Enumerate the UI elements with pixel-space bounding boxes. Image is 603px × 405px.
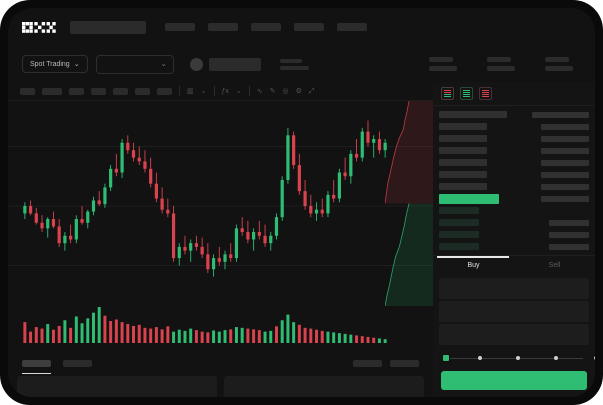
timeframe-button-1w[interactable]: [157, 87, 172, 95]
orderbook-mode-asks-icon[interactable]: [479, 87, 492, 100]
order-form: [433, 274, 595, 345]
tab-buy[interactable]: Buy: [467, 262, 480, 269]
tab-action-1[interactable]: [353, 359, 382, 367]
orderbook-mode-both-icon[interactable]: [441, 87, 454, 100]
chart-toolbar: ▥ ⌄ ƒx ⌄ ∿ ✎ ◎ ⚙ ⤢: [8, 82, 433, 101]
info-card-left[interactable]: [17, 376, 217, 397]
pencil-icon[interactable]: ✎: [269, 87, 276, 95]
place-order-button[interactable]: [441, 371, 587, 390]
app-header: [8, 8, 595, 46]
orderbook-ask-row[interactable]: [439, 146, 589, 155]
nav-item-trade[interactable]: [208, 23, 238, 31]
orderbook-column-headers: [439, 110, 589, 119]
toolbar-divider: [179, 86, 180, 96]
tab-action-2[interactable]: [390, 359, 419, 367]
pair-select-dropdown[interactable]: ⌄: [95, 54, 174, 74]
tab-open-orders[interactable]: [22, 357, 51, 374]
tab-sell[interactable]: Sell: [548, 262, 561, 269]
search-input[interactable]: [70, 20, 146, 34]
magnet-icon[interactable]: ◎: [282, 87, 289, 95]
okx-logo-icon: [22, 21, 56, 33]
toolbar-divider-3: [248, 86, 250, 96]
chevron-down-icon: ⌄: [160, 61, 167, 68]
stat-24h-low: [487, 57, 515, 71]
orderbook-ask-row[interactable]: [439, 158, 589, 167]
amount-percent-slider[interactable]: [442, 354, 595, 364]
spot-trading-label: Spot Trading: [30, 60, 70, 68]
candlestick-chart[interactable]: [8, 101, 433, 306]
buy-sell-tabs: Buy Sell: [433, 255, 595, 274]
orderbook-spread-row: [439, 193, 589, 204]
sub-header: Spot Trading ⌄ ⌄: [8, 46, 595, 82]
nav-item-earn[interactable]: [294, 23, 324, 31]
chart-panel[interactable]: [8, 101, 433, 356]
orderbook-ask-row[interactable]: [439, 182, 589, 191]
timeframe-button-4h[interactable]: [113, 87, 128, 95]
orderbook-ask-row[interactable]: [439, 134, 589, 143]
settings-gear-icon[interactable]: ⚙: [295, 87, 302, 95]
timeframe-button-15m[interactable]: [69, 87, 84, 95]
depth-chart-overlay: [385, 101, 433, 306]
bottom-tabs: [8, 353, 433, 374]
timeframe-button-1m[interactable]: [20, 87, 35, 95]
indicators-icon[interactable]: ƒx: [221, 87, 229, 95]
ticker-change: [279, 58, 309, 70]
ticker-price: [208, 57, 261, 71]
orderbook-mode-bids-icon[interactable]: [460, 87, 473, 100]
ticker-block: [189, 57, 309, 71]
nav-item-derivatives[interactable]: [251, 23, 281, 31]
stat-24h-volume: [545, 57, 573, 71]
volume-bar-chart: [23, 307, 387, 343]
slider-handle[interactable]: [442, 354, 450, 362]
order-total-input[interactable]: [439, 324, 589, 345]
orderbook-ask-row[interactable]: [439, 122, 589, 131]
orderbook-bid-row[interactable]: [439, 230, 589, 239]
timeframe-button-1d[interactable]: [135, 87, 150, 95]
nav-item-markets[interactable]: [165, 23, 195, 31]
order-amount-input[interactable]: [439, 301, 589, 322]
orderbook-bid-row[interactable]: [439, 242, 589, 251]
active-tab-underline: [437, 256, 509, 258]
coin-avatar-icon: [189, 57, 203, 71]
okx-logo[interactable]: [22, 21, 56, 33]
screen: Spot Trading ⌄ ⌄: [8, 8, 595, 397]
orderbook-view-modes: [433, 82, 595, 106]
order-price-input[interactable]: [439, 278, 589, 299]
right-panel: Buy Sell: [433, 82, 595, 397]
active-tab-underline: [22, 373, 51, 374]
nav-item-more[interactable]: [337, 23, 367, 31]
slider-track[interactable]: [445, 358, 583, 359]
slider-stop-75[interactable]: [554, 355, 558, 360]
orderbook-rows[interactable]: [433, 106, 595, 251]
slider-stop-100[interactable]: [594, 355, 595, 360]
toolbar-divider-2: [213, 86, 215, 96]
orderbook-bid-row[interactable]: [439, 206, 589, 215]
slider-stop-25[interactable]: [478, 355, 482, 360]
stat-24h-high: [429, 57, 457, 71]
bottom-cards: [8, 376, 433, 397]
timeframe-button-5m[interactable]: [42, 87, 62, 95]
candles-icon[interactable]: ▥: [187, 87, 194, 95]
market-stats: [429, 57, 581, 71]
chevron-down-icon: ⌄: [73, 61, 80, 68]
timeframe-button-1h[interactable]: [91, 87, 106, 95]
spot-trading-dropdown[interactable]: Spot Trading ⌄: [22, 55, 88, 73]
header-nav: [165, 23, 367, 31]
orderbook-bid-row[interactable]: [439, 218, 589, 227]
bottom-tabs-right: [353, 359, 419, 367]
fullscreen-icon[interactable]: ⤢: [308, 87, 315, 95]
line-tool-icon[interactable]: ∿: [256, 87, 263, 95]
orderbook-ask-row[interactable]: [439, 170, 589, 179]
info-card-right[interactable]: [224, 376, 424, 397]
tab-order-history[interactable]: [63, 357, 92, 369]
chevron-down-icon-2[interactable]: ⌄: [235, 87, 242, 95]
chevron-down-icon[interactable]: ⌄: [200, 87, 207, 95]
slider-stop-50[interactable]: [516, 355, 520, 360]
